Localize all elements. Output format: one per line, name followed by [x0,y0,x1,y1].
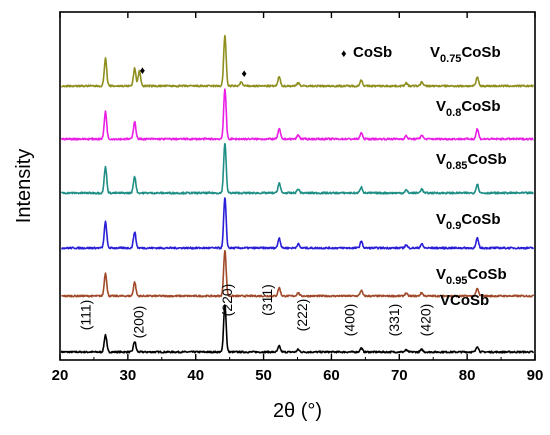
series-line-3 [60,142,534,195]
series-label-sub: 0.9 [446,220,461,232]
x-tick-label-80: 80 [459,367,476,384]
series-label-tail: CoSb [467,266,506,283]
series-label-base: V [436,98,446,115]
series-labels: VCoSbV0.95CoSbV0.9CoSbV0.85CoSbV0.8CoSbV… [430,44,507,309]
x-tick-label-40: 40 [187,367,204,384]
x-tick-label-50: 50 [255,367,272,384]
series-label-2: V0.9CoSb [436,211,500,232]
x-tick-label-70: 70 [391,367,408,384]
peak-annotations: (111) (200) (220) (311) (222) (400) (331) (420) [78,284,434,339]
series-line-0 [60,304,535,354]
series-label-base: V [436,266,446,283]
peak-annotation-7: (420) [418,304,434,337]
peak-annotation-1: (200) [131,306,147,339]
peak-annotation-6: (331) [386,304,402,337]
x-axis-title: 2θ (°) [273,400,322,422]
y-axis-title: Intensity [13,149,35,223]
impurity-marker: ♦ [140,65,146,77]
series-label-base: V [436,211,446,228]
series-label-base: V [436,151,446,168]
legend-marker: ♦ [341,48,347,60]
series-line-1 [61,250,535,298]
series-label-tail: CoSb [461,98,500,115]
series-label-1: V0.95CoSb [436,266,507,287]
x-tick-label-60: 60 [323,367,340,384]
x-tick-label-90: 90 [527,367,544,384]
series-label-sub: 0.95 [446,275,467,287]
series-label-tail: CoSb [450,292,489,309]
peak-annotation-3: (311) [259,284,275,316]
peak-annotation-5: (400) [341,304,357,337]
x-tick-label-20: 20 [52,367,69,384]
series-label-tail: CoSb [461,44,500,61]
impurity-marker: ♦ [241,68,247,80]
legend: ♦ CoSb [341,44,392,61]
legend-label: CoSb [353,44,392,61]
spectra-group: ♦ ♦ [60,34,535,354]
x-tick-label-30: 30 [120,367,137,384]
series-label-0: VCoSb [440,292,489,309]
peak-annotation-4: (222) [294,299,310,332]
series-label-tail: CoSb [467,151,506,168]
series-label-3: V0.85CoSb [436,151,507,172]
series-label-5: V0.75CoSb [430,44,501,65]
series-label-4: V0.8CoSb [436,98,500,119]
series-label-tail: CoSb [461,211,500,228]
x-axis-ticks: 20 30 40 50 60 70 80 90 [52,12,544,384]
series-label-base: V [440,292,450,309]
series-label-base: V [430,44,440,61]
series-label-sub: 0.8 [446,107,461,119]
peak-annotation-2: (220) [219,284,235,317]
peak-annotation-0: (111) [78,300,94,331]
series-label-sub: 0.85 [446,160,467,172]
series-line-2 [61,197,534,250]
series-line-5 [60,34,534,88]
series-line-4 [60,88,534,141]
series-label-sub: 0.75 [440,53,461,65]
